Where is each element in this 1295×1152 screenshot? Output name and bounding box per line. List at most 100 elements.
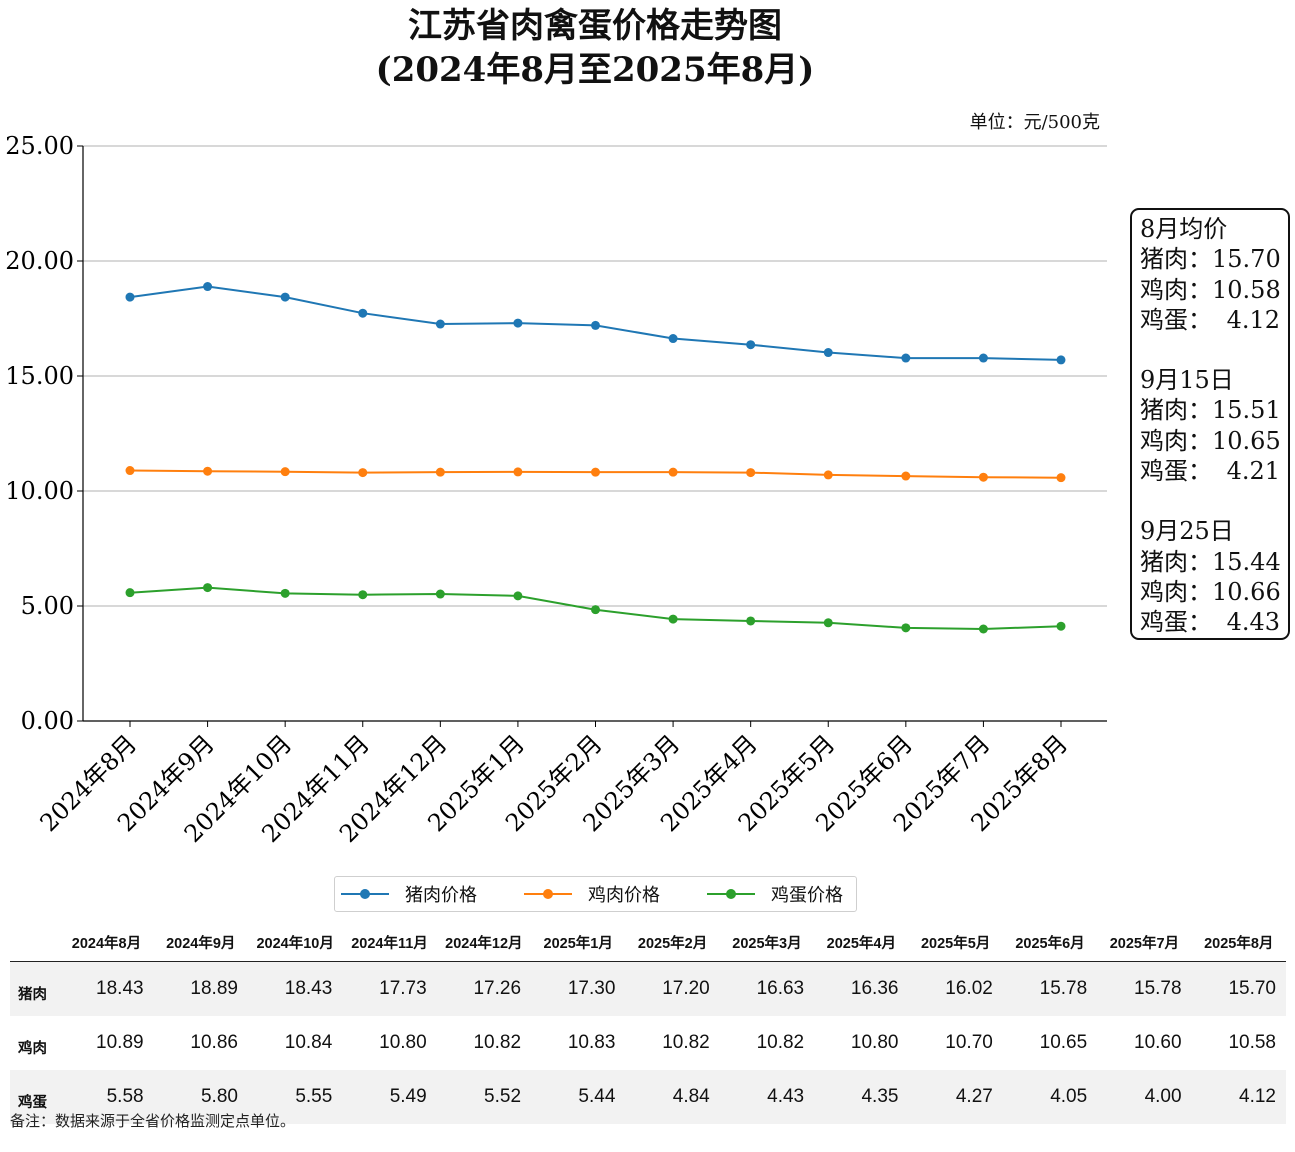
data-point <box>668 334 678 344</box>
data-point <box>513 591 523 601</box>
y-tick-label: 5.00 <box>21 592 74 620</box>
table-cell: 17.20 <box>662 978 710 999</box>
y-tick-label: 0.00 <box>21 707 74 735</box>
table-cell: 16.36 <box>850 978 899 999</box>
y-tick-label: 15.00 <box>5 362 74 390</box>
data-point <box>280 588 290 598</box>
data-point <box>823 348 833 358</box>
table-cell: 10.80 <box>850 1032 899 1053</box>
table-row-label: 鸡肉 <box>18 1040 47 1057</box>
table-cell: 18.89 <box>190 978 238 999</box>
info-row: 鸡蛋： 4.21 <box>1140 456 1280 486</box>
info-row: 鸡肉： 10.66 <box>1140 577 1281 607</box>
data-point <box>978 472 988 482</box>
price-table: 2024年8月 2024年9月 2024年10月 2024年11月 2024年12月 20… <box>10 924 1286 1124</box>
info-value: 15.44 <box>1212 547 1281 576</box>
info-label: 鸡蛋： <box>1140 305 1212 334</box>
footnote: 备注：数据来源于全省价格监测定点单位。 <box>10 1112 296 1130</box>
table-row: 鸡肉 10.89 10.86 10.84 10.80 10.82 10.83 10.82 10.… <box>10 1016 1286 1070</box>
table-cell: 10.82 <box>662 1032 710 1053</box>
table-cell: 10.84 <box>284 1032 333 1053</box>
info-row: 鸡肉： 10.65 <box>1140 426 1281 456</box>
data-point <box>746 468 756 478</box>
table-header-cell: 2024年8月 <box>59 924 154 962</box>
table-cell: 15.70 <box>1228 978 1276 999</box>
legend-marker-icon <box>360 889 370 899</box>
data-point <box>978 624 988 634</box>
data-point <box>358 308 368 318</box>
data-point <box>823 470 833 480</box>
table-cell: 5.55 <box>295 1086 333 1107</box>
data-point <box>1056 473 1066 483</box>
info-value: 15.51 <box>1212 396 1281 425</box>
table-cell: 5.49 <box>389 1086 427 1107</box>
table-cell: 10.60 <box>1134 1032 1182 1053</box>
data-point <box>125 466 135 476</box>
legend-swatch <box>524 889 572 899</box>
table-cell: 10.82 <box>756 1032 805 1053</box>
info-section-heading: 8月均价 <box>1140 215 1228 243</box>
table-cell: 10.80 <box>379 1032 427 1053</box>
info-row: 猪肉： 15.51 <box>1140 395 1281 425</box>
data-point <box>591 605 600 615</box>
legend-marker-icon <box>726 889 736 899</box>
table-header-cell <box>10 924 60 962</box>
table-header-row: 2024年8月 2024年9月 2024年10月 2024年11月 2024年12月 20… <box>10 924 1286 962</box>
table-header-cell: 2025年7月 <box>1097 924 1192 962</box>
legend-item: 鸡蛋价格 <box>707 877 843 911</box>
price-info-box: 8月均价 猪肉： 15.70 鸡肉： 10.58 鸡蛋： 4.12 9月15日 猪肉： 15.51… <box>1130 208 1290 640</box>
table-row: 鸡蛋 5.58 5.80 5.55 5.49 5.52 5.44 4.84 4.43 4.35 4.… <box>10 1070 1286 1124</box>
legend-item: 猪肉价格 <box>341 877 477 911</box>
info-label: 鸡蛋： <box>1140 608 1212 637</box>
table-header-cell: 2025年1月 <box>531 924 626 962</box>
table-cell: 15.78 <box>1039 978 1088 999</box>
info-row: 猪肉： 15.44 <box>1140 547 1281 577</box>
chart-legend: 猪肉价格 鸡肉价格 鸡蛋价格 <box>334 876 857 912</box>
info-label: 鸡肉： <box>1140 275 1212 304</box>
table-header-cell: 2025年3月 <box>719 924 815 962</box>
table-header-cell: 2024年12月 <box>436 924 532 962</box>
table-header-cell: 2024年11月 <box>342 924 437 962</box>
table-cell: 17.73 <box>379 978 427 999</box>
chart-subtitle: (2024年8月至2025年8月) <box>375 50 815 90</box>
table-header-cell: 2025年8月 <box>1191 924 1286 962</box>
info-label: 鸡肉： <box>1140 426 1212 455</box>
table-cell: 5.52 <box>484 1086 522 1107</box>
data-point <box>358 590 368 600</box>
y-tick-label: 20.00 <box>5 247 74 275</box>
legend-marker-icon <box>543 889 553 899</box>
data-point <box>901 353 911 363</box>
info-label: 猪肉： <box>1140 547 1212 576</box>
data-point <box>668 614 678 624</box>
y-tick-label: 25.00 <box>5 132 74 160</box>
table-row-label: 鸡蛋 <box>18 1094 47 1111</box>
data-point <box>513 467 523 477</box>
info-label: 猪肉： <box>1140 396 1212 425</box>
table-cell: 10.89 <box>96 1032 144 1053</box>
data-point <box>125 292 135 302</box>
info-row: 鸡蛋： 4.12 <box>1140 305 1280 335</box>
legend-swatch <box>707 889 755 899</box>
table-cell: 10.83 <box>567 1032 616 1053</box>
data-point <box>203 282 213 292</box>
data-point <box>203 466 213 476</box>
table-cell: 5.44 <box>578 1086 616 1107</box>
data-point <box>435 467 445 477</box>
data-point <box>668 467 678 477</box>
info-label: 鸡肉： <box>1140 577 1212 606</box>
legend-swatch <box>341 889 389 899</box>
data-point <box>280 292 290 302</box>
data-point <box>746 340 756 350</box>
data-point <box>358 468 368 478</box>
info-row: 猪肉： 15.70 <box>1140 244 1281 274</box>
table-row: 猪肉 18.43 18.89 18.43 17.73 17.26 17.30 17.20 16.… <box>10 961 1286 1016</box>
chart-title: 江苏省肉禽蛋价格走势图 <box>408 6 782 46</box>
info-label: 猪肉： <box>1140 245 1212 274</box>
info-label: 鸡蛋： <box>1140 457 1212 486</box>
data-point <box>978 353 988 363</box>
info-value: 10.58 <box>1212 275 1281 304</box>
info-gap <box>1140 486 1280 516</box>
data-point <box>901 471 911 481</box>
info-value: 10.65 <box>1212 426 1281 455</box>
table-cell: 16.63 <box>756 978 805 999</box>
